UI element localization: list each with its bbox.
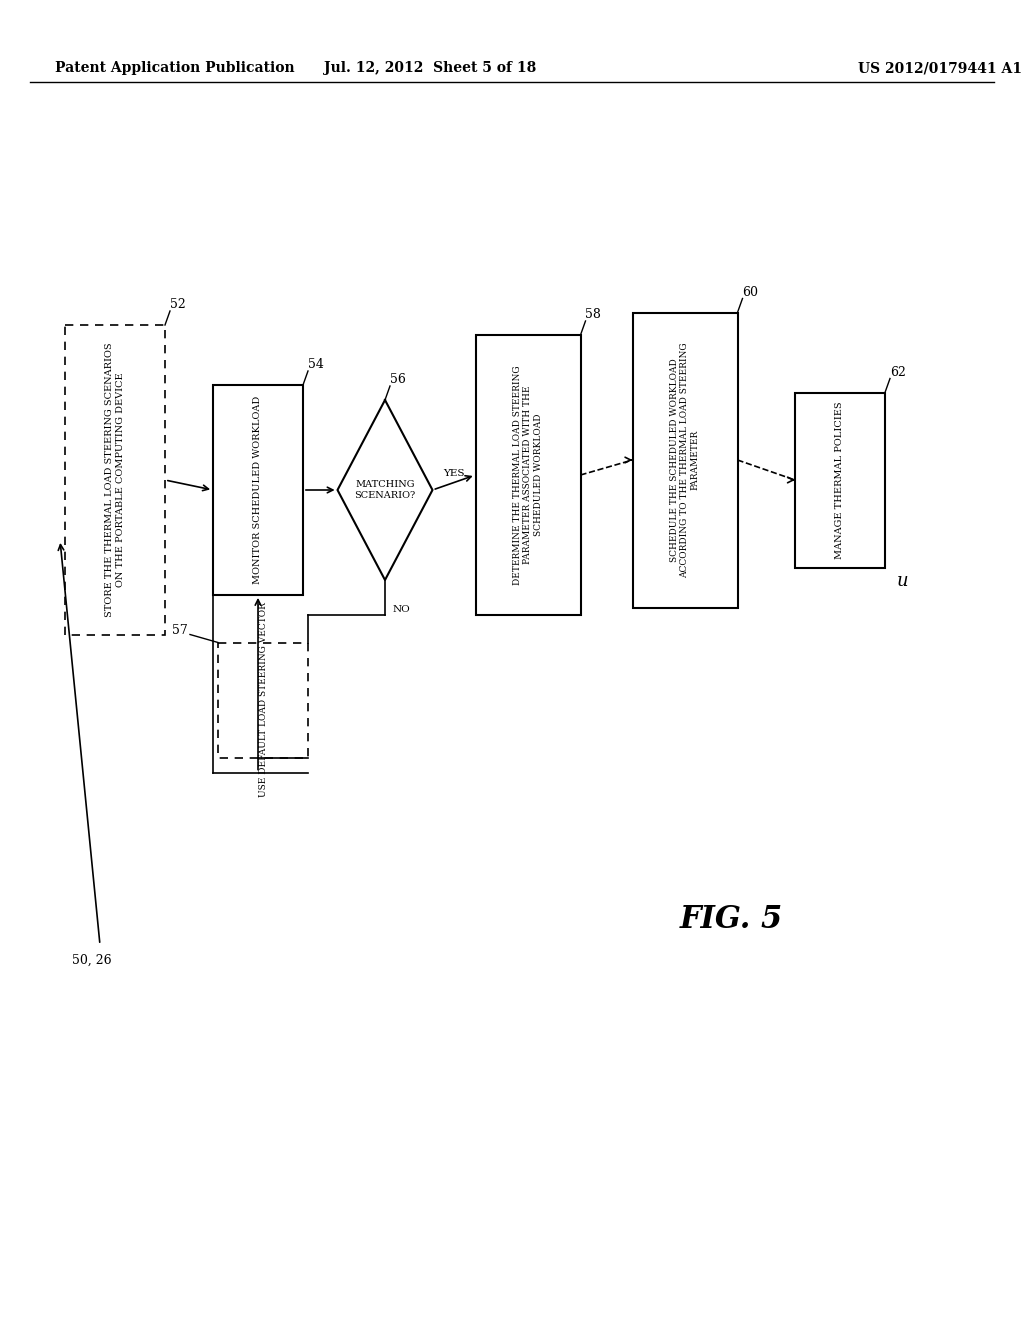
Text: 56: 56: [390, 374, 406, 385]
Text: SCHEDULE THE SCHEDULED WORKLOAD
ACCORDING TO THE THERMAL LOAD STEERING
PARAMETER: SCHEDULE THE SCHEDULED WORKLOAD ACCORDIN…: [670, 342, 699, 578]
Bar: [795, 392, 885, 568]
Text: 54: 54: [308, 358, 324, 371]
Bar: [218, 643, 308, 758]
Text: DETERMINE THE THERMAL LOAD STEERING
PARAMETER ASSOCIATED WITH THE
SCHEDULED WORK: DETERMINE THE THERMAL LOAD STEERING PARA…: [513, 366, 543, 585]
Bar: [475, 335, 581, 615]
Text: STORE THE THERMAL LOAD STEERING SCENARIOS
ON THE PORTABLE COMPUTING DEVICE: STORE THE THERMAL LOAD STEERING SCENARIO…: [105, 343, 125, 618]
Text: MONITOR SCHEDULED WORKLOAD: MONITOR SCHEDULED WORKLOAD: [254, 396, 262, 585]
Bar: [633, 313, 737, 607]
Text: 50, 26: 50, 26: [72, 953, 112, 966]
Text: 58: 58: [586, 308, 601, 321]
Text: YES: YES: [443, 469, 465, 478]
Text: Jul. 12, 2012  Sheet 5 of 18: Jul. 12, 2012 Sheet 5 of 18: [324, 61, 537, 75]
Bar: [213, 385, 303, 595]
Text: Patent Application Publication: Patent Application Publication: [55, 61, 295, 75]
Text: 57: 57: [172, 624, 188, 638]
Text: NO: NO: [393, 606, 411, 615]
Text: u: u: [897, 573, 908, 590]
Text: 62: 62: [890, 366, 906, 379]
Polygon shape: [338, 400, 432, 579]
Text: FIG. 5: FIG. 5: [680, 904, 783, 936]
Text: US 2012/0179441 A1: US 2012/0179441 A1: [858, 61, 1022, 75]
Text: MANAGE THERMAL POLICIES: MANAGE THERMAL POLICIES: [836, 401, 845, 558]
Bar: [65, 325, 165, 635]
Text: 60: 60: [742, 285, 759, 298]
Text: USE DEFAULT LOAD STEERING VECTOR: USE DEFAULT LOAD STEERING VECTOR: [258, 602, 267, 797]
Text: 52: 52: [170, 298, 185, 312]
Text: MATCHING
SCENARIO?: MATCHING SCENARIO?: [354, 480, 416, 500]
